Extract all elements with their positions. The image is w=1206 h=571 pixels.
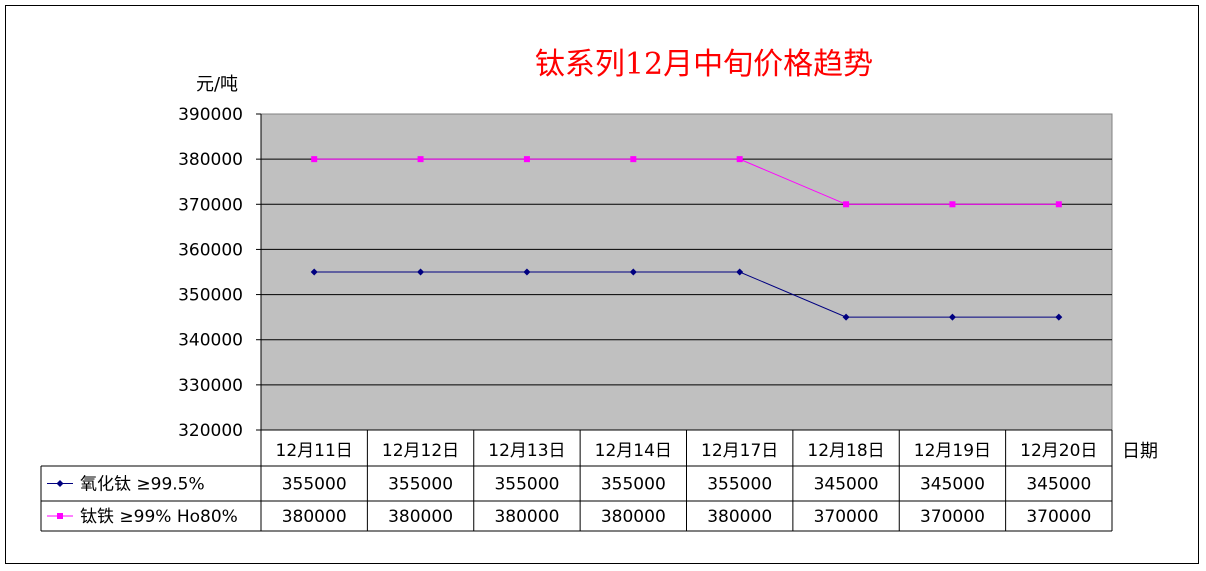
x-tick-label: 12月14日 bbox=[595, 441, 672, 461]
data-point-marker bbox=[310, 268, 318, 276]
data-table-value: 370000 bbox=[920, 507, 985, 527]
y-tick-label: 350000 bbox=[178, 286, 243, 306]
data-table-value: 355000 bbox=[707, 475, 772, 495]
data-point-marker bbox=[523, 156, 530, 163]
plot-area: 390000 380000 370000 360000 350000 340000 3300… bbox=[178, 105, 1113, 441]
x-tick-label: 12月18日 bbox=[807, 441, 884, 461]
x-tick-label: 12月19日 bbox=[914, 441, 991, 461]
y-tick-label: 330000 bbox=[178, 376, 243, 396]
x-tick-label: 12月13日 bbox=[488, 441, 565, 461]
y-tick-label: 320000 bbox=[178, 421, 243, 441]
data-point-marker bbox=[629, 268, 637, 276]
x-tick-label: 12月20日 bbox=[1020, 441, 1097, 461]
y-tick-label: 370000 bbox=[178, 195, 243, 215]
data-table-value: 355000 bbox=[494, 475, 559, 495]
y-tick-label: 360000 bbox=[178, 240, 243, 260]
data-table-value: 370000 bbox=[1026, 507, 1091, 527]
data-point-marker bbox=[523, 268, 531, 276]
data-point-marker bbox=[1055, 313, 1063, 321]
data-table-value: 355000 bbox=[282, 475, 347, 495]
data-table-value: 345000 bbox=[1026, 475, 1091, 495]
data-point-marker bbox=[949, 201, 956, 208]
data-point-marker bbox=[843, 201, 850, 208]
legend-label-1: 氧化钛 ≥99.5% bbox=[80, 475, 205, 495]
y-tick-label: 390000 bbox=[178, 105, 243, 125]
x-axis-unit-label: 日期 bbox=[1122, 441, 1158, 462]
x-tick-label: 12月12日 bbox=[382, 441, 459, 461]
y-axis-unit-label: 元/吨 bbox=[196, 74, 238, 95]
x-tick-label: 12月11日 bbox=[276, 441, 353, 461]
data-table-value: 380000 bbox=[707, 507, 772, 527]
data-table-value: 345000 bbox=[920, 475, 985, 495]
data-point-marker bbox=[1055, 201, 1062, 208]
data-point-marker bbox=[417, 268, 425, 276]
data-table-value: 370000 bbox=[814, 507, 879, 527]
data-table-value: 380000 bbox=[388, 507, 453, 527]
series-line-2 bbox=[314, 158, 1059, 205]
data-point-marker bbox=[311, 156, 318, 163]
data-table-value: 355000 bbox=[601, 475, 666, 495]
data-table-value: 380000 bbox=[282, 507, 347, 527]
data-table: 12月11日 12月12日 12月13日 12月14日 12月17日 12月18日 12月1… bbox=[40, 429, 1113, 532]
legend-marker-1 bbox=[56, 480, 64, 487]
data-point-marker bbox=[842, 313, 850, 321]
data-point-marker bbox=[736, 156, 743, 163]
y-tick-label: 380000 bbox=[178, 150, 243, 170]
series-line-1 bbox=[314, 271, 1059, 318]
chart-title: 钛系列12月中旬价格趋势 bbox=[535, 47, 873, 82]
legend-label-2: 钛铁 ≥99% Ho80% bbox=[80, 507, 238, 527]
data-table-value: 380000 bbox=[601, 507, 666, 527]
data-table-value: 355000 bbox=[388, 475, 453, 495]
data-table-value: 345000 bbox=[814, 475, 879, 495]
data-point-marker bbox=[948, 313, 956, 321]
data-point-marker bbox=[630, 156, 637, 163]
y-tick-label: 340000 bbox=[178, 331, 243, 351]
legend-marker-2 bbox=[57, 513, 63, 519]
data-point-marker bbox=[417, 156, 424, 163]
data-point-marker bbox=[736, 268, 744, 276]
data-table-value: 380000 bbox=[494, 507, 559, 527]
x-tick-label: 12月17日 bbox=[701, 441, 778, 461]
chart-frame bbox=[5, 5, 1199, 564]
